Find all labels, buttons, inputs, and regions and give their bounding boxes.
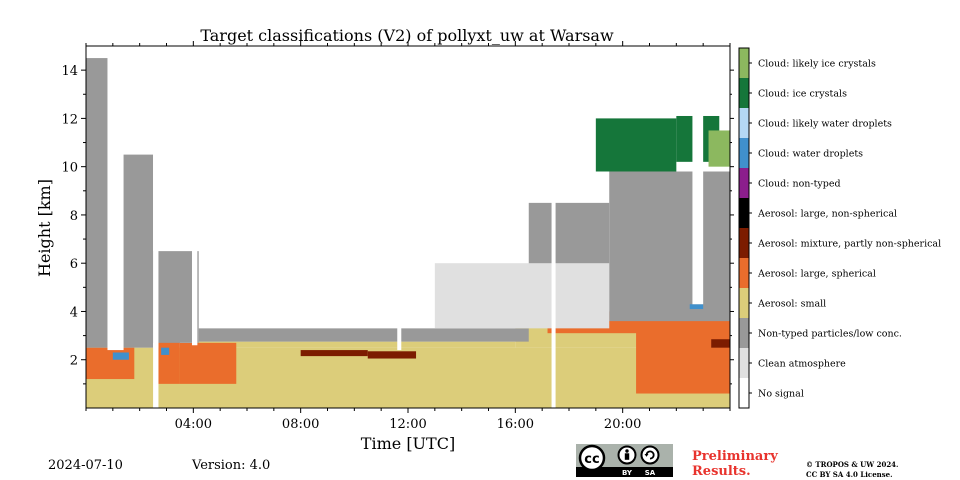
class-region-5 <box>179 342 237 384</box>
x-tick-label-4: 20:00 <box>604 417 641 432</box>
by-label: BY <box>622 469 633 477</box>
x-axis-label: Time [UTC] <box>361 434 455 453</box>
class-region-20 <box>708 130 730 167</box>
y-tick-label-4: 4 <box>70 305 78 320</box>
y-tick-label-14: 14 <box>61 64 78 79</box>
legend: Cloud: likely ice crystals Cloud: ice cry… <box>738 47 941 409</box>
legend-swatch-6 <box>739 228 749 258</box>
y-axis: 2 4 6 8 10 12 14 <box>61 64 734 385</box>
x-axis: 04:00 08:00 12:00 16:00 20:00 <box>85 41 731 432</box>
preliminary-line-2: Results. <box>692 464 751 479</box>
x-tick-label-0: 04:00 <box>175 417 212 432</box>
chart-title: Target classifications (V2) of pollyxt_u… <box>200 26 614 45</box>
legend-swatch-3 <box>739 138 749 168</box>
legend-swatch-4 <box>739 168 749 198</box>
class-region-26 <box>191 46 198 346</box>
class-region-12 <box>120 154 154 348</box>
date-label: 2024-07-10 <box>48 458 123 473</box>
class-region-6 <box>636 306 730 394</box>
by-icon <box>617 445 637 465</box>
preliminary-results-label: Preliminary Results. <box>692 449 778 479</box>
y-axis-label: Height [km] <box>35 179 54 277</box>
class-region-28 <box>551 46 556 408</box>
class-region-21 <box>112 352 129 360</box>
legend-label-4: Cloud: non-typed <box>758 179 841 190</box>
x-tick-label-2: 12:00 <box>389 417 426 432</box>
legend-swatch-9 <box>739 318 749 348</box>
class-region-17 <box>434 263 610 329</box>
copyright-line-2: CC BY SA 4.0 License. <box>806 470 893 479</box>
class-region-27 <box>397 46 402 351</box>
legend-swatch-0 <box>739 48 749 78</box>
cc-license-badge: cc BY SA <box>576 444 673 477</box>
legend-label-6: Aerosol: mixture, partly non-spherical <box>757 239 941 250</box>
preliminary-line-1: Preliminary <box>692 449 778 464</box>
sa-label: SA <box>645 469 656 477</box>
legend-swatch-10 <box>739 348 749 378</box>
class-region-14 <box>198 328 529 342</box>
x-tick-label-3: 16:00 <box>497 417 534 432</box>
y-tick-label-10: 10 <box>61 161 78 176</box>
legend-label-5: Aerosol: large, non-spherical <box>757 209 897 220</box>
y-tick-label-12: 12 <box>61 112 78 127</box>
class-region-10 <box>711 339 730 348</box>
legend-swatch-1 <box>739 78 749 108</box>
class-region-25 <box>153 46 159 408</box>
y-tick-label-8: 8 <box>70 209 78 224</box>
legend-label-3: Cloud: water droplets <box>758 149 863 160</box>
class-region-24 <box>107 46 124 351</box>
legend-label-1: Cloud: ice crystals <box>758 89 847 100</box>
legend-swatch-7 <box>739 258 749 288</box>
class-region-1 <box>193 341 516 348</box>
class-region-29 <box>692 46 704 305</box>
legend-swatch-5 <box>739 198 749 228</box>
class-region-18 <box>595 118 677 172</box>
plot-area <box>86 46 730 408</box>
class-region-13 <box>153 251 199 343</box>
version-label: Version: 4.0 <box>192 458 271 473</box>
class-region-9 <box>367 351 417 359</box>
legend-swatch-2 <box>739 108 749 138</box>
x-tick-label-1: 08:00 <box>282 417 319 432</box>
class-region-8 <box>300 350 368 357</box>
class-region-16 <box>609 171 730 322</box>
legend-frame <box>738 47 750 409</box>
legend-swatch-11 <box>739 378 749 408</box>
class-region-22 <box>161 347 170 355</box>
legend-label-0: Cloud: likely ice crystals <box>758 59 876 70</box>
legend-label-8: Aerosol: small <box>757 299 826 310</box>
legend-swatch-8 <box>739 288 749 318</box>
legend-label-2: Cloud: likely water droplets <box>758 119 892 130</box>
legend-label-9: Non-typed particles/low conc. <box>758 329 902 340</box>
y-tick-label-6: 6 <box>70 257 78 272</box>
legend-label-7: Aerosol: large, spherical <box>757 269 876 280</box>
copyright-line-1: © TROPOS & UW 2024. <box>806 460 899 469</box>
legend-label-11: No signal <box>758 389 804 400</box>
y-tick-label-2: 2 <box>70 354 78 369</box>
sa-icon <box>640 445 660 465</box>
copyright-notice: © TROPOS & UW 2024. CC BY SA 4.0 License… <box>806 460 899 480</box>
cc-text: cc <box>584 452 599 467</box>
legend-label-10: Clean atmosphere <box>758 359 846 370</box>
class-region-23 <box>689 304 704 310</box>
class-region-3 <box>86 347 135 380</box>
cc-icon: cc <box>578 444 606 472</box>
